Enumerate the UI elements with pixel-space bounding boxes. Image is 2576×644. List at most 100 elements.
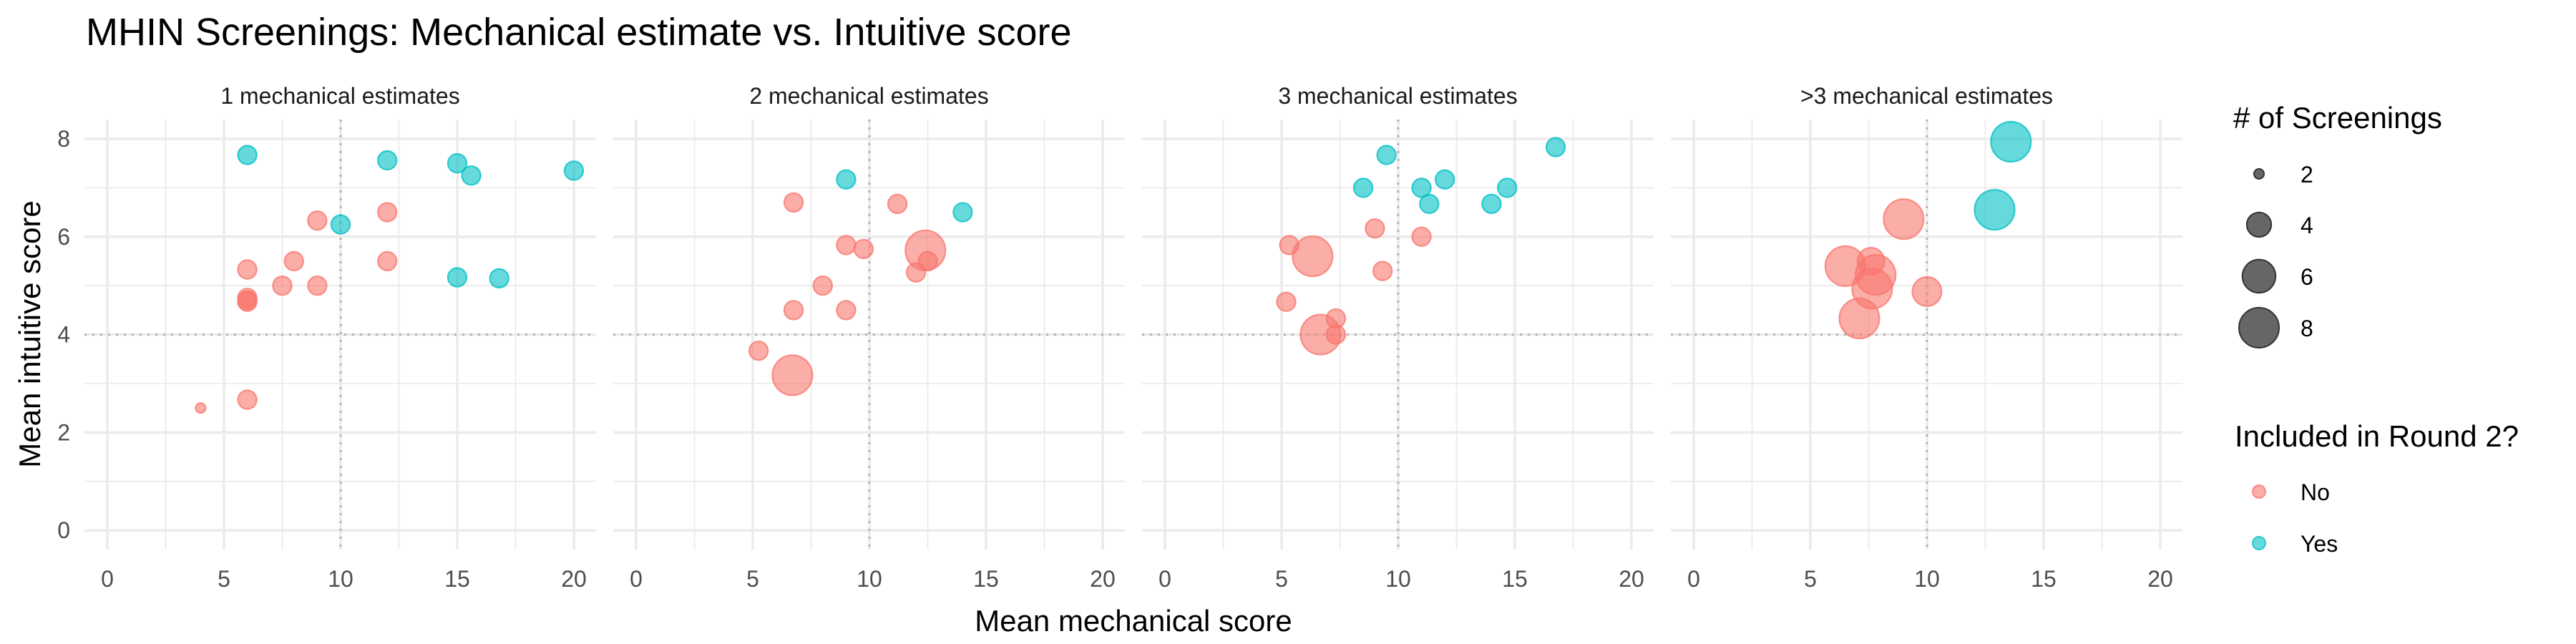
data-point [1481, 193, 1502, 215]
data-point [1497, 177, 1518, 198]
x-tick-label: 10 [328, 566, 353, 592]
x-tick-label: 0 [1158, 566, 1171, 592]
data-point [1372, 260, 1393, 281]
panel-strip-label: 1 mechanical estimates [220, 83, 459, 109]
y-tick-label: 6 [57, 224, 70, 250]
x-tick-label: 10 [1385, 566, 1411, 592]
x-axis-title: Mean mechanical score [975, 604, 1292, 638]
data-point [952, 202, 973, 223]
data-point [447, 267, 468, 288]
color-legend-title: Included in Round 2? [2235, 419, 2519, 453]
panel: 3 mechanical estimates 0 5 10 15 20 [1142, 83, 1654, 592]
color-legend-label: No [2301, 479, 2330, 505]
panel-strip-label: 3 mechanical estimates [1278, 83, 1517, 109]
data-point [1883, 198, 1925, 240]
data-point [330, 214, 351, 235]
data-point [748, 340, 769, 361]
data-point [1376, 145, 1397, 165]
data-point [1352, 177, 1374, 198]
data-point [887, 193, 908, 215]
size-legend-label: 6 [2301, 264, 2313, 290]
y-tick-label: 8 [57, 126, 70, 152]
x-tick-label: 15 [973, 566, 999, 592]
data-point [272, 275, 293, 296]
data-point [1276, 291, 1297, 312]
data-point [1838, 297, 1880, 340]
data-point [1325, 324, 1347, 345]
data-point [783, 192, 804, 213]
x-tick-label: 10 [857, 566, 882, 592]
x-tick-label: 10 [1914, 566, 1940, 592]
x-tick-label: 5 [218, 566, 230, 592]
data-point [1292, 235, 1334, 278]
size-legend-label: 4 [2301, 213, 2313, 238]
panel-strip-label: >3 mechanical estimates [1800, 83, 2053, 109]
size-legend-key [2241, 258, 2277, 294]
data-point [461, 165, 482, 186]
legend: # of Screenings 2 4 6 8 Included in Round 2… [2233, 101, 2519, 557]
data-point [1435, 169, 1455, 190]
data-point [836, 169, 857, 190]
x-tick-label: 20 [1619, 566, 1644, 592]
data-point [812, 275, 833, 296]
data-point [906, 262, 927, 283]
chart-title: MHIN Screenings: Mechanical estimate vs.… [86, 11, 1072, 54]
data-point [237, 259, 258, 280]
size-legend-key [2238, 307, 2280, 348]
x-tick-label: 15 [1502, 566, 1528, 592]
panel: >3 mechanical estimates 0 5 10 15 20 [1671, 83, 2182, 592]
data-point [783, 300, 804, 321]
data-point [377, 250, 398, 272]
data-point [1365, 218, 1385, 239]
data-point [377, 150, 398, 171]
data-point [771, 354, 814, 396]
size-legend-key [2253, 168, 2265, 180]
data-point [1411, 177, 1432, 198]
x-tick-label: 5 [746, 566, 759, 592]
x-tick-label: 15 [2031, 566, 2057, 592]
y-tick-label: 2 [57, 419, 70, 445]
data-point [563, 160, 585, 181]
data-point [307, 275, 328, 296]
x-tick-label: 20 [561, 566, 587, 592]
y-axis-title: Mean intuitive score [13, 200, 47, 468]
data-point [1411, 226, 1432, 247]
y-tick-label: 4 [57, 322, 70, 348]
data-point [1911, 275, 1943, 307]
data-point [1545, 137, 1566, 157]
data-point [1974, 189, 2016, 231]
data-point [237, 291, 258, 312]
size-legend-keys: 2 4 6 8 [2238, 162, 2313, 348]
size-legend-title: # of Screenings [2233, 101, 2442, 135]
panel: 2 mechanical estimates 0 5 10 15 20 [613, 83, 1125, 592]
x-tick-label: 0 [630, 566, 643, 592]
x-tick-label: 15 [444, 566, 470, 592]
x-tick-label: 20 [2147, 566, 2173, 592]
x-tick-label: 20 [1090, 566, 1116, 592]
color-legend-label: Yes [2301, 531, 2338, 557]
size-legend-key [2245, 211, 2273, 238]
data-point [377, 202, 398, 223]
color-legend-key [2252, 536, 2266, 550]
data-point [489, 268, 509, 289]
data-point [836, 300, 857, 321]
data-point [237, 145, 258, 165]
x-tick-label: 0 [101, 566, 114, 592]
panel-strip-label: 2 mechanical estimates [749, 83, 988, 109]
size-legend-label: 8 [2301, 316, 2313, 341]
size-legend-label: 2 [2301, 162, 2313, 187]
data-point [307, 210, 328, 231]
y-tick-label: 0 [57, 517, 70, 543]
data-point [836, 235, 857, 255]
data-point [1990, 121, 2032, 163]
data-point [853, 238, 874, 260]
data-point [237, 389, 258, 410]
color-legend-key [2252, 484, 2266, 499]
x-tick-label: 5 [1804, 566, 1817, 592]
data-point [195, 402, 207, 414]
panel: 1 mechanical estimates 0 5 10 15 20 [84, 83, 596, 592]
data-point [283, 250, 304, 272]
x-tick-label: 0 [1687, 566, 1700, 592]
